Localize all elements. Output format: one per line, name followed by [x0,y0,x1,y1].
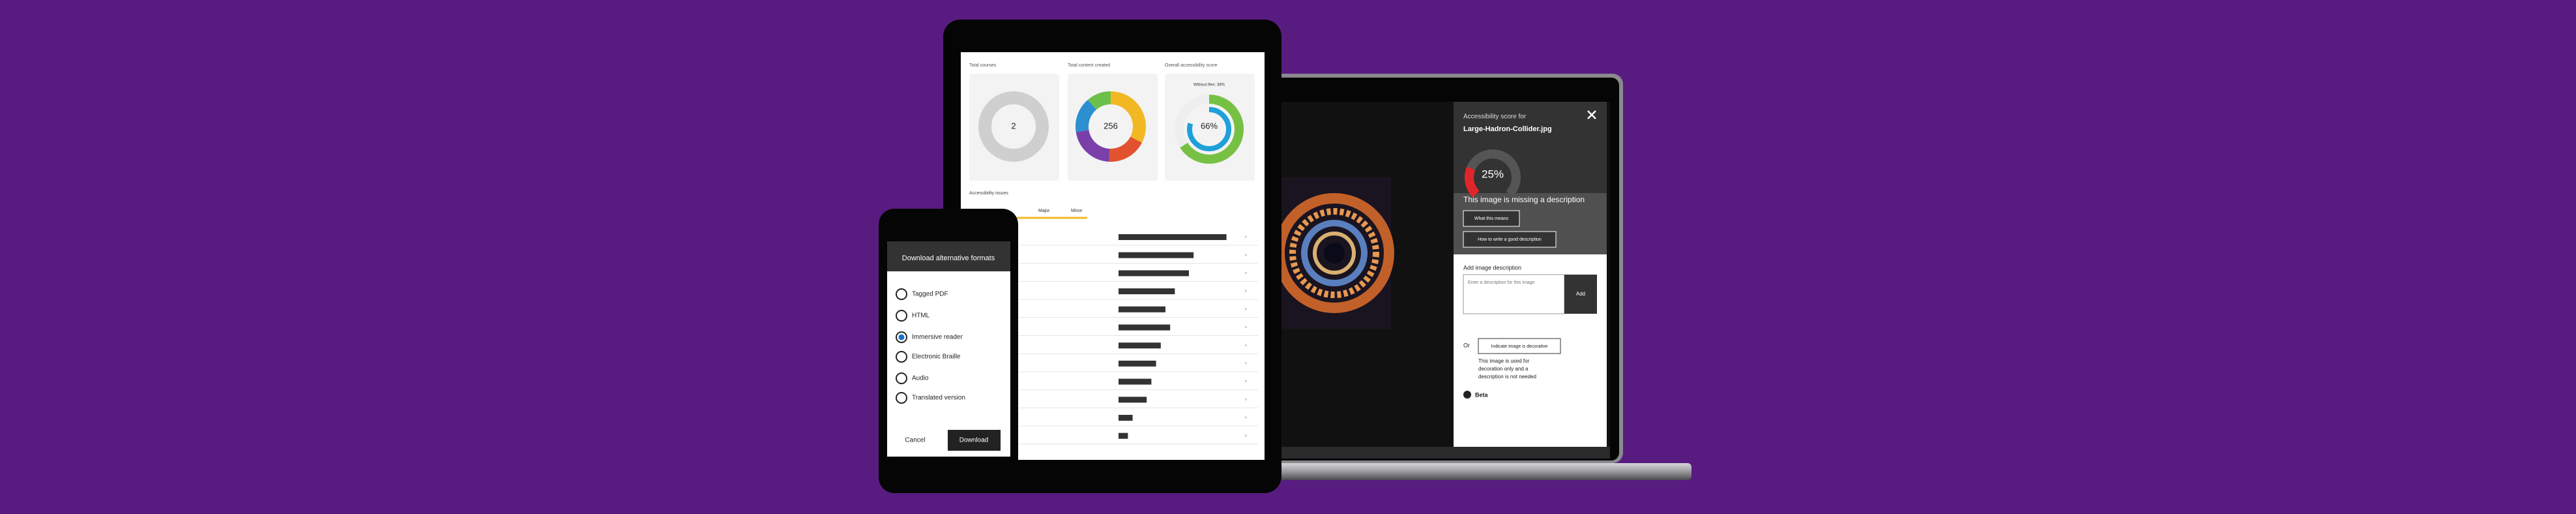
option-label: Electronic Braille [912,354,961,361]
issue-bar [1119,306,1165,312]
phone-screen [887,241,1010,457]
section-title: Accessibility issues [969,191,1008,196]
radio[interactable] [896,392,907,404]
description-input[interactable] [1463,274,1565,314]
issue-bar [1119,378,1152,385]
score-arc [1180,95,1244,164]
field-label: Add image description [1463,264,1521,271]
row-chevron: › [1245,342,1247,348]
courses-ring [978,91,1049,162]
tab[interactable]: Minor [1071,209,1083,213]
option-label: Immersive reader [912,334,963,341]
radio[interactable] [896,351,907,363]
download-button[interactable] [948,430,1001,451]
row-chevron: › [1245,414,1247,420]
row-chevron: › [1245,378,1247,384]
info-button[interactable] [1463,210,1520,227]
decorative-note: This image is used for [1478,358,1530,364]
score-label: 25% [1482,168,1504,180]
score-panel-header [1454,102,1607,193]
phone-title: Download alternative formats [902,254,995,262]
panel-heading: Accessibility score for [1463,113,1527,121]
issue-bar [1119,252,1194,258]
download-button-label: Download [959,437,988,444]
placeholder: Enter a description for this image [1468,280,1534,285]
row-chevron: › [1245,234,1247,239]
content-ring [1076,91,1146,162]
gauge-value [1465,166,1480,198]
file-name: Large-Hadron-Collider.jpg [1463,125,1552,133]
score-gauge [1465,149,1521,198]
cancel-button[interactable]: Cancel [905,437,925,444]
card-value: 256 [1104,121,1118,130]
info-button-label: How to write a good description [1478,237,1542,242]
issue-bar [1119,397,1147,403]
issue-bar [1119,324,1171,331]
row-chevron: › [1245,324,1247,330]
card-label: Overall accessibility score [1165,63,1218,68]
info-button[interactable] [1463,231,1557,248]
decorative-button-label: Indicate image is decorative [1491,344,1548,349]
score-ring-inner [1187,107,1231,151]
add-button-label: Add [1576,291,1585,297]
laptop-base [1183,463,1691,480]
card-label: Total content created [1068,63,1110,68]
row-chevron: › [1245,270,1247,276]
help-icon [1463,391,1471,399]
phone-header [887,241,1010,271]
tab[interactable]: Major [1038,209,1050,213]
issue-bar [1119,432,1128,439]
issue-bar [1119,270,1189,277]
option-label: Tagged PDF [912,291,948,298]
row-chevron: › [1245,288,1247,294]
issue-bar [1119,342,1161,349]
row-chevron: › [1245,432,1247,438]
issue-bar [1119,415,1133,421]
issue-bar [1119,288,1175,295]
option-label: HTML [912,312,930,320]
row-chevron: › [1245,360,1247,366]
card-note: Without files: 38% [1193,83,1225,87]
info-button-label: What this means [1474,217,1509,221]
collider-image [1274,177,1394,329]
close-button[interactable] [1587,110,1596,119]
decorative-note: decoration only and a [1478,366,1529,372]
decorative-note: description is not needed [1478,374,1536,380]
card-label: Total courses [969,63,997,68]
option-label: Audio [912,375,929,382]
laptop-status-bar [1225,447,1610,459]
radio-selected [898,334,905,340]
alert-text: This image is missing a description [1463,195,1585,204]
row-chevron: › [1245,306,1247,312]
row-chevron: › [1245,252,1247,258]
issue-bar [1119,360,1156,367]
row-chevron: › [1245,396,1247,402]
radio[interactable] [896,310,907,322]
add-button[interactable] [1564,275,1597,314]
radio[interactable] [896,288,907,300]
card-value: 66% [1201,121,1218,130]
option-label: Translated version [912,395,965,402]
or-label: Or [1463,342,1470,348]
radio[interactable] [896,372,907,384]
card-value: 2 [1011,121,1016,130]
decorative-button[interactable] [1478,338,1561,354]
beta-label: Beta [1475,391,1489,398]
issue-bar [1119,234,1227,240]
